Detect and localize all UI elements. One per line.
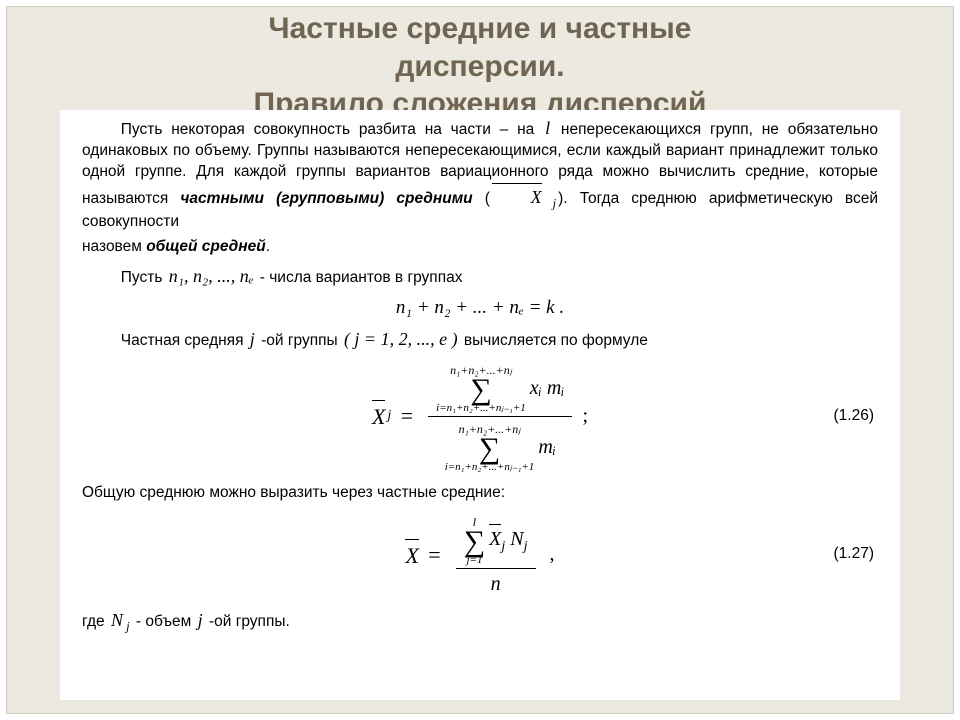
sum-denominator: n₁+n₂+...+nⱼ ∑ i=n₁+n₂+...+nⱼ₋₁+1 [445,423,535,473]
var-j: j [196,610,205,630]
formula-trail: , [536,541,555,568]
sum-body: xᵢ mᵢ [526,375,565,402]
title-line-1: Частные средние и частные [0,10,960,48]
equation-number: (1.26) [834,406,875,427]
paragraph-6: где N j - объем j -ой группы. [82,608,878,636]
slide: Частные средние и частные дисперсии. Пра… [0,0,960,720]
text: - объем [132,613,196,630]
fraction: l ∑ j=1 Xj Nj n [456,510,536,600]
j-range: ( j = 1, 2, ..., e ) [342,329,460,349]
text: вычисляется по фор­муле [460,332,648,349]
text: -ой группы. [205,613,290,630]
title-line-2: дисперсии. [0,48,960,86]
paragraph-2: назовем общей средней. [82,237,878,258]
paragraph-1: Пусть некоторая совокупность разбита на … [82,116,878,233]
paragraph-3: Пусть n₁, n₂, ..., nₑ - числа вариантов … [82,264,878,289]
sum-numerator: l ∑ j=1 [464,516,485,566]
sum-body: mᵢ [534,434,556,461]
text: . [266,238,270,255]
sum-numerator: n₁+n₂+...+nⱼ ∑ i=n₁+n₂+...+nⱼ₋₁+1 [436,364,526,414]
slide-title: Частные средние и частные дисперсии. Пра… [0,10,960,123]
vars-n: n₁, n₂, ..., nₑ [167,266,256,286]
denominator: n [483,569,509,600]
fraction: n₁+n₂+...+nⱼ ∑ i=n₁+n₂+...+nⱼ₋₁+1 xᵢ mᵢ … [428,358,572,475]
var-j: j [248,329,257,349]
text: - числа вариантов в группах [255,269,462,286]
var-l: l [543,118,552,138]
equation-sum-n: n₁ + n₂ + ... + nₑ = k . [82,295,878,321]
equation-number: (1.27) [834,544,875,565]
formula-1-26: Xj = n₁+n₂+...+nⱼ ∑ i=n₁+n₂+...+nⱼ₋₁+1 x… [82,358,878,475]
text: где [82,613,109,630]
text: Частная средняя [121,332,248,349]
xbar-symbol: X [372,400,385,432]
xbar-symbol: X [405,539,418,571]
term-partial-means: частными (групповыми) средними [180,190,472,207]
text: Пусть [121,269,167,286]
content-card: Пусть некоторая совокупность разбита на … [60,110,900,700]
text: Пусть некоторая совокупность разбита на … [121,121,543,138]
sum-lower: i=n₁+n₂+...+nⱼ₋₁+1 [445,462,535,473]
xbar-j-symbol: X [492,183,542,209]
text: ( [473,190,490,207]
eq-text: n₁ + n₂ + ... + nₑ = k . [396,297,564,318]
text: -ой группы [257,332,342,349]
formula-trail: ; [572,403,588,430]
paragraph-5: Общую среднюю можно выразить через частн… [82,483,878,504]
formula-1-27: X = l ∑ j=1 Xj Nj n , [82,510,878,600]
sum-lower: i=n₁+n₂+...+nⱼ₋₁+1 [436,403,526,414]
text: назовем [82,238,146,255]
term-general-mean: общей средней [146,238,266,255]
sum-lower: j=1 [466,555,482,566]
paragraph-4: Частная средняя j -ой группы ( j = 1, 2,… [82,327,878,352]
